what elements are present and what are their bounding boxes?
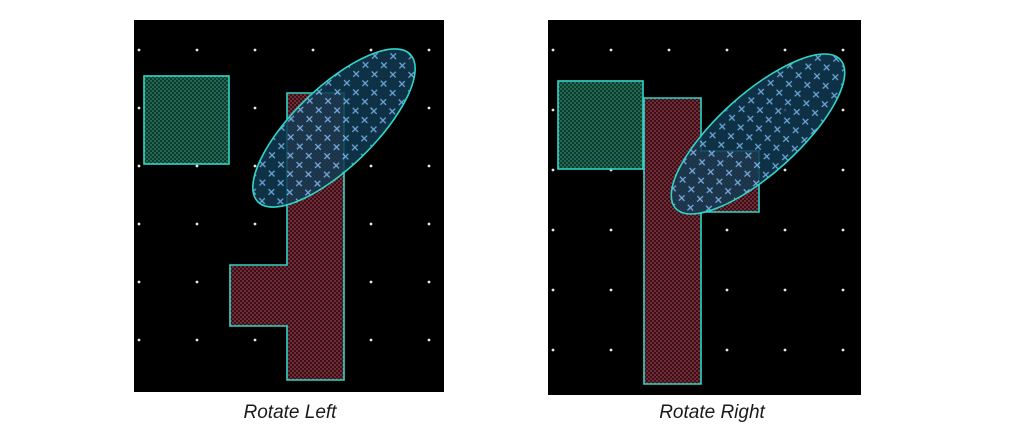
blue-ellipse-shape [252,48,416,208]
rotate-left-caption: Rotate Left [243,402,337,423]
green-square-shape [557,80,644,170]
rotate-left-canvas [137,48,431,381]
rotate-right-panel [548,20,861,395]
green-square-shape [143,75,230,165]
blue-ellipse-shape [670,53,846,215]
rotate-right-canvas [551,48,846,385]
rotate-left-panel [134,20,444,392]
rotate-right-caption: Rotate Right [659,402,765,423]
